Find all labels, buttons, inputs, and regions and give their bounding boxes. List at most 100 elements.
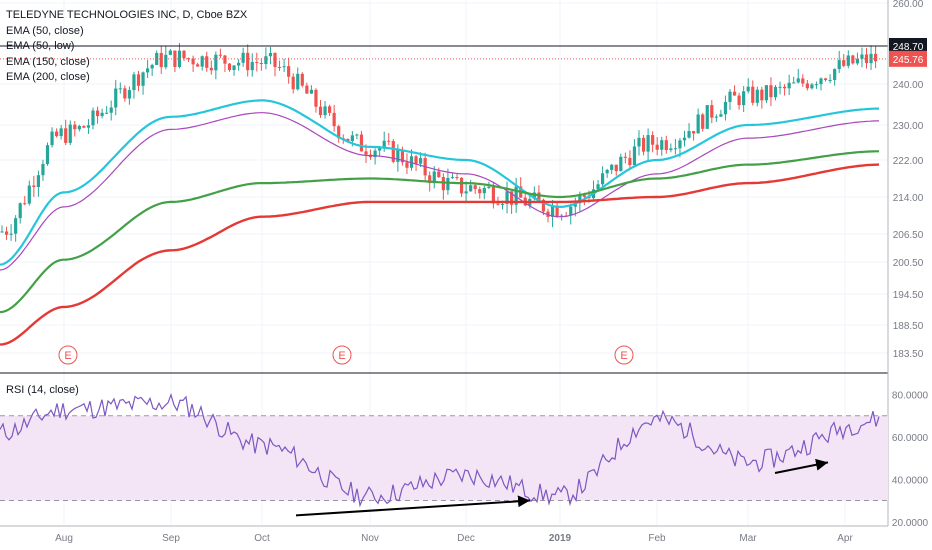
candle-body (305, 85, 309, 94)
candle-body (328, 106, 332, 113)
candle-body (59, 128, 63, 137)
candle-body (669, 148, 673, 151)
candle-body (182, 50, 186, 59)
candle (55, 128, 59, 138)
candle (205, 51, 209, 72)
candle (200, 55, 204, 71)
candle (277, 60, 282, 71)
candle (250, 53, 254, 77)
candle (123, 85, 127, 102)
last-price-label: 245.76 (893, 55, 924, 66)
ema-150-close-line (0, 150, 879, 314)
earnings-label: E (64, 350, 71, 362)
candle (296, 67, 300, 91)
candle (714, 114, 718, 122)
candle-body (141, 72, 145, 86)
candle-body (814, 84, 819, 86)
candle (191, 55, 195, 72)
time-tick-label: Oct (254, 533, 270, 544)
candle-body (32, 185, 36, 188)
legend-ema-150-close[interactable]: EMA (150, close) (6, 55, 90, 68)
candle (692, 130, 696, 141)
candle-body (696, 114, 700, 134)
candle-body (378, 148, 382, 151)
earnings-marker[interactable]: E (58, 345, 78, 365)
candle-body (664, 140, 668, 151)
candle-body (500, 203, 505, 205)
candle (73, 120, 77, 137)
candle (801, 74, 805, 87)
candle-body (491, 186, 495, 204)
candle (405, 153, 409, 175)
candle (783, 84, 787, 96)
rsi-axis[interactable]: 80.0000 60.0000 40.0000 20.0000 (892, 390, 929, 528)
candle-body (291, 76, 295, 90)
candle (132, 71, 136, 99)
candle-body (168, 50, 172, 55)
candle-body (478, 189, 482, 194)
candle-body (209, 67, 213, 71)
candle (23, 195, 27, 206)
candle (864, 48, 869, 69)
candle-body (64, 128, 68, 143)
candle-body (714, 116, 718, 118)
last-price-label-bg (889, 50, 927, 67)
candle-body (14, 218, 18, 234)
candle-body (109, 107, 113, 113)
rsi-legend[interactable]: RSI (14, close) (6, 384, 79, 396)
candle-body (136, 74, 141, 86)
candle (268, 46, 273, 65)
candle-body (687, 131, 691, 138)
candle (819, 77, 823, 91)
legend-ema-200-close[interactable]: EMA (200, close) (6, 71, 90, 83)
candle-body (719, 114, 723, 117)
candle-body (127, 90, 131, 99)
candle (223, 54, 227, 73)
rsi-tick-label: 60.0000 (892, 433, 929, 444)
time-axis[interactable]: Aug Sep Oct Nov Dec 2019 Feb Mar Apr (55, 533, 853, 544)
candle-body (787, 82, 791, 89)
symbol-title[interactable]: TELEDYNE TECHNOLOGIES INC, D, Cboe BZX (6, 9, 248, 21)
candle-body (300, 73, 304, 86)
candle-body (0, 231, 4, 233)
candle (469, 179, 473, 192)
candle-body (18, 203, 22, 219)
candle (769, 77, 773, 107)
candle-body (746, 86, 750, 92)
candle-body (100, 112, 104, 117)
price-axis[interactable]: 260.00 248.70 245.76 240.00 230.00 222.00 214.… (889, 0, 927, 360)
candle (86, 119, 91, 134)
candle (450, 172, 455, 179)
candle (109, 100, 113, 121)
candle-body (573, 203, 577, 207)
candle (628, 150, 632, 170)
candle-body (792, 82, 796, 84)
candle-body (246, 52, 250, 71)
legend-ema-50-low[interactable]: EMA (50, low) (6, 40, 75, 52)
candle-body (73, 124, 77, 130)
candle (605, 168, 609, 178)
rsi-tick-label: 20.0000 (892, 518, 929, 529)
candle (751, 80, 755, 106)
candle-body (805, 83, 809, 89)
candle-body (851, 55, 855, 64)
price-tick-label: 214.00 (893, 193, 924, 204)
candle (91, 107, 95, 130)
candle-body (27, 185, 31, 204)
candle (833, 68, 837, 86)
earnings-marker[interactable]: E (614, 345, 634, 365)
candle-body (318, 106, 323, 116)
price-tick-label: 206.50 (893, 230, 924, 241)
candle-body (833, 69, 837, 80)
candle-body (582, 195, 586, 197)
rsi-pane[interactable] (0, 392, 888, 517)
candle-body (682, 137, 687, 141)
legend-ema-50-close[interactable]: EMA (50, close) (6, 24, 84, 37)
candle-body (450, 177, 455, 179)
candle (842, 54, 846, 68)
candle (32, 175, 36, 197)
candle-body (623, 156, 627, 158)
earnings-marker[interactable]: E (332, 345, 352, 365)
